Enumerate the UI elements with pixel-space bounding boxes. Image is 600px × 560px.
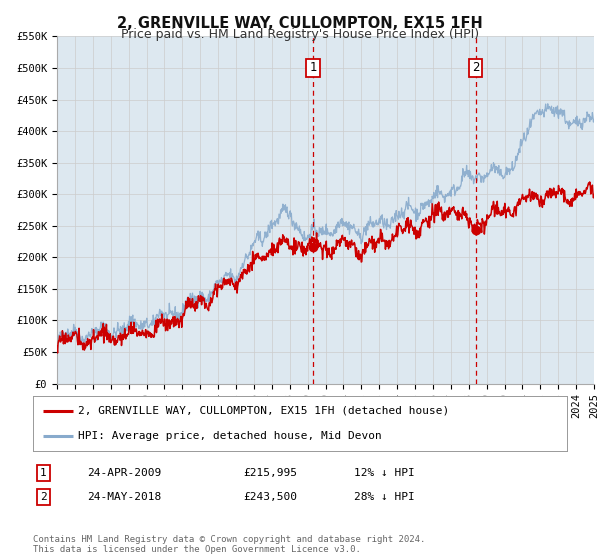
- Text: 28% ↓ HPI: 28% ↓ HPI: [354, 492, 415, 502]
- Text: 2, GRENVILLE WAY, CULLOMPTON, EX15 1FH: 2, GRENVILLE WAY, CULLOMPTON, EX15 1FH: [117, 16, 483, 31]
- Text: 1: 1: [40, 468, 47, 478]
- Text: Price paid vs. HM Land Registry's House Price Index (HPI): Price paid vs. HM Land Registry's House …: [121, 28, 479, 41]
- Text: 1: 1: [310, 62, 317, 74]
- Text: £243,500: £243,500: [243, 492, 297, 502]
- Text: £215,995: £215,995: [243, 468, 297, 478]
- Text: 2: 2: [40, 492, 47, 502]
- Text: Contains HM Land Registry data © Crown copyright and database right 2024.
This d: Contains HM Land Registry data © Crown c…: [33, 535, 425, 554]
- Text: 2: 2: [472, 62, 479, 74]
- Text: 24-MAY-2018: 24-MAY-2018: [87, 492, 161, 502]
- Text: 12% ↓ HPI: 12% ↓ HPI: [354, 468, 415, 478]
- Text: 24-APR-2009: 24-APR-2009: [87, 468, 161, 478]
- Text: HPI: Average price, detached house, Mid Devon: HPI: Average price, detached house, Mid …: [79, 431, 382, 441]
- Text: 2, GRENVILLE WAY, CULLOMPTON, EX15 1FH (detached house): 2, GRENVILLE WAY, CULLOMPTON, EX15 1FH (…: [79, 406, 449, 416]
